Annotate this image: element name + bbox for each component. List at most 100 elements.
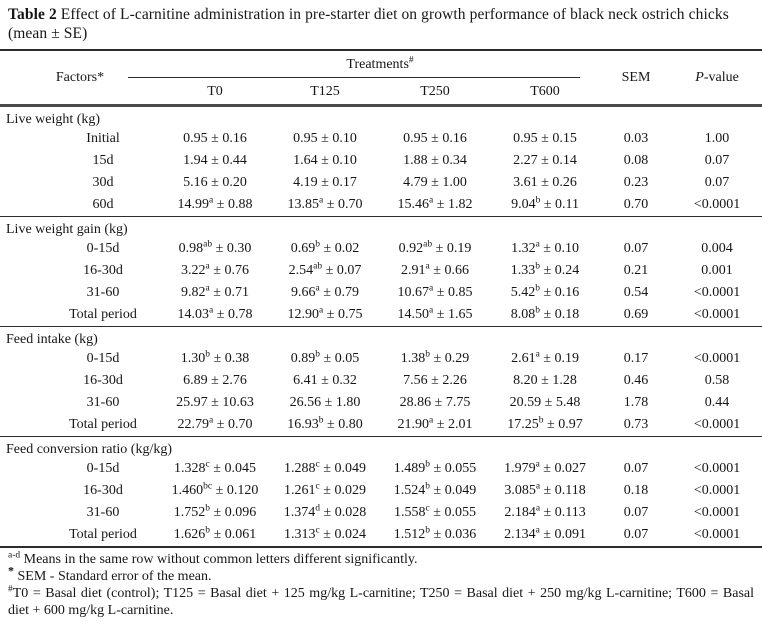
mean-se-cell: 9.04b ± 0.11 [511, 195, 579, 212]
footnote-text: Means in the same row without common let… [20, 552, 418, 567]
pvalue-italic-p: P [695, 69, 704, 85]
pvalue-cell: <0.0001 [693, 307, 741, 322]
mean-se-cell: 1.288c ± 0.049 [284, 459, 366, 476]
mean-se-cell: 2.54ab ± 0.07 [288, 261, 362, 278]
significance-letter: b [425, 349, 431, 360]
sem-cell: 0.23 [623, 175, 649, 190]
factor-cell: Total period [69, 527, 137, 542]
significance-letter: b [535, 195, 541, 206]
significance-letter: a [205, 283, 210, 294]
footnote-line: * SEM - Standard error of the mean. [8, 564, 754, 585]
pvalue-cell: 0.44 [704, 395, 730, 410]
significance-letter: a [535, 503, 541, 514]
significance-letter: ab [423, 239, 433, 250]
mean-se-cell: 1.626b ± 0.061 [173, 525, 257, 542]
header-row-groups: Factors* Treatments# SEM P-value [0, 50, 762, 107]
mean-se-cell: 1.32a ± 0.10 [511, 239, 579, 256]
table-row: 60d 14.99a ± 0.88 13.85a ± 0.70 15.46a ± 1.… [0, 194, 762, 217]
significance-letter: a [319, 195, 324, 206]
factor-cell: 60d [92, 197, 114, 212]
sem-cell: 0.07 [623, 505, 649, 520]
significance-letter: a [429, 195, 434, 206]
mean-se-cell: 2.61a ± 0.19 [511, 349, 579, 366]
mean-se-cell: 3.085a ± 0.118 [504, 481, 586, 498]
treatments-underline [128, 77, 581, 78]
mean-se-cell: 1.313c ± 0.024 [284, 525, 366, 542]
table-title-label: Table 2 [8, 6, 57, 23]
mean-se-cell: 1.512b ± 0.036 [393, 525, 477, 542]
column-header-t250: T250 [380, 79, 490, 107]
sem-cell: 0.18 [623, 483, 649, 498]
significance-letter: b [425, 481, 431, 492]
significance-letter: a [425, 261, 430, 272]
table-row: Total period 22.79a ± 0.70 16.93b ± 0.80 21… [0, 414, 762, 437]
section-header-row: Live weight (kg) [0, 106, 762, 129]
footnotes: a-d Means in the same row without common… [8, 551, 754, 619]
mean-se-cell: 14.03a ± 0.78 [177, 305, 253, 322]
section-label: Live weight (kg) [6, 112, 101, 127]
pvalue-cell: <0.0001 [693, 527, 741, 542]
mean-se-cell: 1.88 ± 0.34 [403, 153, 467, 168]
pvalue-rest: -value [703, 69, 739, 85]
pvalue-cell: <0.0001 [693, 197, 741, 212]
factor-cell: Initial [86, 131, 120, 146]
significance-letter: c [315, 459, 320, 470]
factor-cell: 31-60 [86, 395, 120, 410]
mean-se-cell: 26.56 ± 1.80 [289, 395, 361, 410]
significance-letter: a [535, 481, 541, 492]
mean-se-cell: 2.184a ± 0.113 [504, 503, 586, 520]
sem-cell: 0.17 [623, 351, 649, 366]
mean-se-cell: 13.85a ± 0.70 [287, 195, 363, 212]
significance-letter: a [319, 305, 324, 316]
table-row: 0-15d 0.98ab ± 0.30 0.69b ± 0.02 0.92ab ± 0… [0, 238, 762, 260]
section-header-row: Live weight gain (kg) [0, 216, 762, 238]
significance-letter: c [425, 503, 430, 514]
column-header-t125: T125 [270, 79, 380, 107]
table-row: Total period 14.03a ± 0.78 12.90a ± 0.75 14… [0, 304, 762, 327]
factor-cell: 16-30d [83, 373, 123, 388]
mean-se-cell: 2.27 ± 0.14 [513, 153, 577, 168]
table-row: Initial 0.95 ± 0.16 0.95 ± 0.10 0.95 ± 0.16… [0, 128, 762, 150]
paper-page: Table 2 Effect of L-carnitine administra… [0, 5, 762, 624]
mean-se-cell: 17.25b ± 0.97 [507, 415, 583, 432]
mean-se-cell: 0.89b ± 0.05 [290, 349, 360, 366]
factor-cell: 0-15d [86, 241, 120, 256]
footnote-mark: a-d [8, 550, 21, 561]
section-label: Live weight gain (kg) [0, 216, 762, 238]
significance-letter: b [205, 525, 211, 536]
factor-cell: Total period [69, 417, 137, 432]
mean-se-cell: 6.89 ± 2.76 [183, 373, 247, 388]
table-row: 31-60 1.752b ± 0.096 1.374d ± 0.028 1.558c … [0, 502, 762, 524]
footnote-line: #T0 = Basal diet (control); T125 = Basal… [8, 585, 754, 619]
mean-se-cell: 21.90a ± 2.01 [397, 415, 473, 432]
mean-se-cell: 1.30b ± 0.38 [180, 349, 250, 366]
factor-cell: 15d [92, 153, 114, 168]
footnote-mark: * [8, 563, 14, 578]
mean-se-cell: 5.42b ± 0.16 [510, 283, 580, 300]
significance-letter: a [209, 305, 214, 316]
significance-letter: a [315, 283, 320, 294]
mean-se-cell: 0.92ab ± 0.19 [398, 239, 472, 256]
mean-se-cell: 1.752b ± 0.096 [173, 503, 257, 520]
mean-se-cell: 1.489b ± 0.055 [393, 459, 477, 476]
sem-cell: 0.46 [623, 373, 649, 388]
pvalue-cell: 0.001 [701, 263, 733, 278]
significance-letter: b [425, 459, 431, 470]
table-row: 31-60 9.82a ± 0.71 9.66a ± 0.79 10.67a ± 0.… [0, 282, 762, 304]
table-row: 16-30d 6.89 ± 2.76 6.41 ± 0.32 7.56 ± 2.26 8… [0, 370, 762, 392]
sem-cell: 0.70 [623, 197, 649, 212]
pvalue-cell: <0.0001 [693, 505, 741, 520]
significance-letter: ab [203, 239, 213, 250]
factor-cell: 16-30d [83, 263, 123, 278]
factor-cell: 0-15d [86, 461, 120, 476]
mean-se-cell: 14.99a ± 0.88 [177, 195, 253, 212]
mean-se-cell: 28.86 ± 7.75 [399, 395, 471, 410]
significance-letter: b [315, 349, 321, 360]
significance-letter: a [535, 525, 540, 536]
footnote-mark: # [8, 584, 13, 595]
significance-letter: a [429, 305, 434, 316]
mean-se-cell: 8.20 ± 1.28 [513, 373, 577, 388]
sem-cell: 0.07 [623, 241, 649, 256]
mean-se-cell: 4.19 ± 0.17 [293, 175, 357, 190]
significance-letter: a [535, 349, 540, 360]
